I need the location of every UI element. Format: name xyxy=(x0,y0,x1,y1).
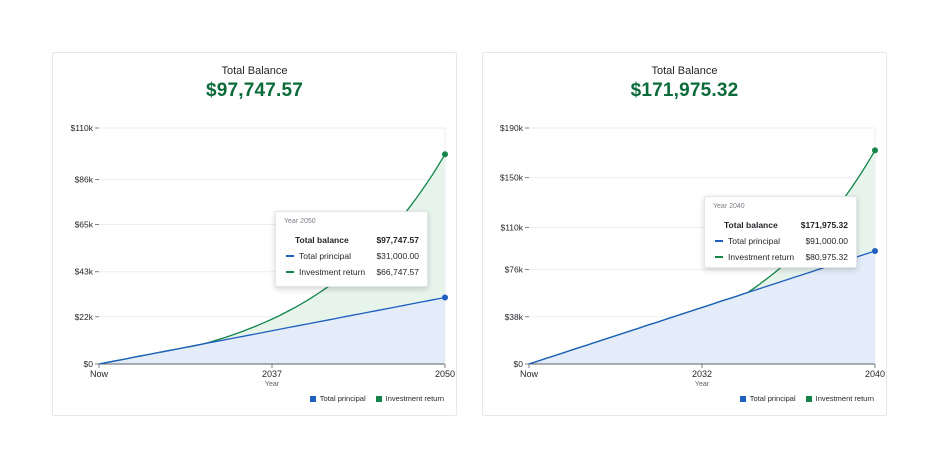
x-tick-label: 2032 xyxy=(692,369,712,379)
tooltip-label: Investment return xyxy=(728,252,795,262)
legend-item-investment-return[interactable]: Investment return xyxy=(805,394,874,403)
y-tick-label: $86k xyxy=(75,174,94,184)
tooltip-row-total-balance: Total balance $97,747.57 xyxy=(284,232,419,248)
tooltip-label: Investment return xyxy=(299,267,366,277)
tooltip-value: $66,747.57 xyxy=(376,267,419,277)
y-tick-label: $76k xyxy=(505,265,524,275)
legend-item-total-principal[interactable]: Total principal xyxy=(309,394,366,403)
tooltip-value: $97,747.57 xyxy=(376,235,419,245)
y-tick-label: $22k xyxy=(75,312,94,322)
y-tick-label: $110k xyxy=(70,123,93,133)
investment-return-point[interactable] xyxy=(872,147,878,154)
return-line-icon xyxy=(715,256,723,258)
y-tick-label: $38k xyxy=(505,312,524,322)
total-balance-value: $97,747.57 xyxy=(205,80,304,101)
tooltip-year: Year 2040 xyxy=(713,203,745,210)
legend-label: Investment return xyxy=(385,394,444,403)
x-tick-label: Now xyxy=(520,369,539,379)
total-principal-line xyxy=(98,296,446,365)
chart-tooltip: Year 2050 Total balance $97,747.57 Total… xyxy=(275,211,428,287)
return-square-icon xyxy=(375,395,382,402)
legend-label: Investment return xyxy=(815,394,874,403)
tooltip-row-investment-return: Investment return $80,975.32 xyxy=(713,249,848,265)
x-axis-label: Year xyxy=(695,381,710,388)
y-tick-label: $0 xyxy=(84,359,94,369)
tooltip-row-total-principal: Total principal $31,000.00 xyxy=(284,248,419,264)
y-tick-label: $43k xyxy=(75,267,94,277)
tooltip-row-investment-return: Investment return $66,747.57 xyxy=(284,264,419,280)
chart-tooltip: Year 2040 Total balance $171,975.32 Tota… xyxy=(704,196,857,268)
card-title: Total Balance xyxy=(651,65,718,77)
principal-square-icon xyxy=(309,395,316,402)
x-axis-label: Year xyxy=(265,381,280,388)
legend-label: Total principal xyxy=(749,394,796,403)
card-title: Total Balance xyxy=(221,65,288,77)
tooltip-value: $171,975.32 xyxy=(800,220,848,230)
x-tick-label: 2040 xyxy=(865,369,885,379)
investment-return-area xyxy=(99,154,445,364)
legend-item-investment-return[interactable]: Investment return xyxy=(375,394,444,403)
tooltip-label: Total principal xyxy=(299,251,351,261)
total-balance-value: $171,975.32 xyxy=(630,80,739,101)
chart-legend: Total principal Investment return xyxy=(309,394,444,403)
return-line-icon xyxy=(286,271,294,273)
investment-return-point[interactable] xyxy=(442,151,448,158)
balance-card-left: Total Balance $97,747.57 $0 $22k $43k $65k $… xyxy=(52,52,457,416)
x-tick-label: 2037 xyxy=(262,369,282,379)
x-tick-label: 2050 xyxy=(435,369,455,379)
return-square-icon xyxy=(805,395,812,402)
principal-line-icon xyxy=(715,240,723,242)
y-tick-label: $110k xyxy=(500,222,523,232)
legend-label: Total principal xyxy=(319,394,366,403)
y-tick-label: $190k xyxy=(500,123,524,133)
y-tick-label: $65k xyxy=(75,220,94,230)
principal-line-icon xyxy=(286,255,294,257)
tooltip-label: Total balance xyxy=(724,220,778,230)
legend-item-total-principal[interactable]: Total principal xyxy=(739,394,796,403)
total-principal-point[interactable] xyxy=(872,247,878,254)
balance-card-right: Total Balance $171,975.32 $0 $38k $76k $110… xyxy=(482,52,887,416)
y-tick-label: $0 xyxy=(514,359,524,369)
tooltip-row-total-balance: Total balance $171,975.32 xyxy=(713,217,848,233)
tooltip-row-total-principal: Total principal $91,000.00 xyxy=(713,233,848,249)
y-tick-label: $150k xyxy=(500,173,524,183)
tooltip-value: $31,000.00 xyxy=(376,251,419,261)
tooltip-label: Total balance xyxy=(295,235,349,245)
x-tick-label: Now xyxy=(90,369,109,379)
tooltip-year: Year 2050 xyxy=(284,218,316,225)
chart-legend: Total principal Investment return xyxy=(739,394,874,403)
tooltip-value: $80,975.32 xyxy=(805,252,848,262)
total-principal-line xyxy=(528,250,876,365)
principal-square-icon xyxy=(739,395,746,402)
tooltip-label: Total principal xyxy=(728,236,780,246)
total-principal-point[interactable] xyxy=(442,294,448,301)
tooltip-value: $91,000.00 xyxy=(805,236,848,246)
